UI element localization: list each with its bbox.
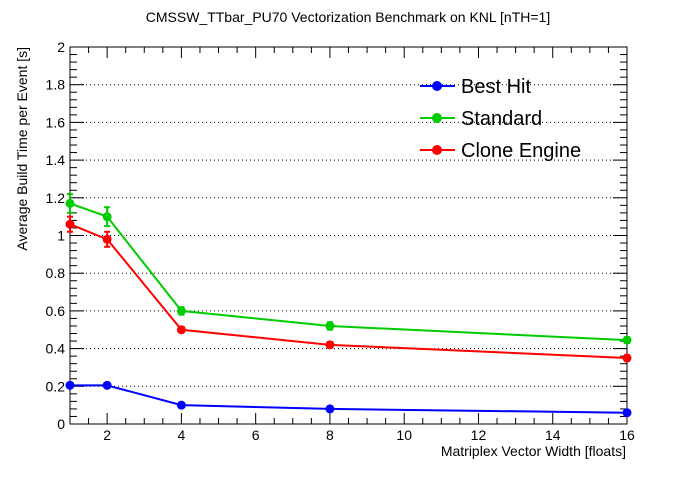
data-point-clone-engine [65, 219, 75, 229]
legend-label-standard: Standard [461, 108, 542, 130]
y-tick-label: 0.2 [46, 378, 66, 394]
x-tick-label: 8 [326, 427, 334, 443]
x-tick-label: 6 [252, 427, 260, 443]
series-clone-engine [65, 215, 632, 363]
x-tick-label: 14 [545, 427, 561, 443]
legend-marker-standard [432, 113, 442, 123]
data-point-standard [65, 198, 75, 208]
series-standard [65, 193, 632, 345]
series-line-clone-engine [69, 223, 628, 360]
legend: Best Hit Standard Clone Engine [420, 76, 581, 162]
x-tick-label: 12 [471, 427, 487, 443]
y-tick-label: 0 [57, 416, 65, 432]
data-point-clone-engine [325, 340, 335, 350]
x-axis-label: Matriplex Vector Width [floats] [441, 443, 626, 459]
x-tick-label: 4 [178, 427, 186, 443]
legend-item-clone-engine: Clone Engine [420, 140, 581, 162]
y-tick-label: 0.4 [46, 341, 66, 357]
data-point-standard [325, 321, 335, 331]
plot-frame [69, 46, 628, 425]
series-line-standard [69, 202, 628, 342]
grid-lines [70, 84, 627, 387]
data-point-best-hit [176, 400, 186, 410]
legend-label-best-hit: Best Hit [461, 76, 531, 98]
data-point-clone-engine [102, 234, 112, 244]
data-point-standard [176, 306, 186, 316]
data-point-standard [102, 212, 112, 222]
x-tick-label: 2 [103, 427, 111, 443]
data-point-clone-engine [622, 353, 632, 363]
legend-label-clone-engine: Clone Engine [461, 140, 581, 162]
x-tick-label: 10 [396, 427, 412, 443]
data-point-best-hit [65, 380, 75, 390]
legend-marker-best-hit [432, 81, 442, 91]
legend-marker-clone-engine [432, 145, 442, 155]
y-tick-label: 1.8 [46, 77, 66, 93]
chart-title: CMSSW_TTbar_PU70 Vectorization Benchmark… [146, 9, 550, 25]
data-point-best-hit [622, 408, 632, 418]
data-point-clone-engine [176, 325, 186, 335]
y-tick-label: 1.4 [46, 152, 66, 168]
series-layer [65, 193, 632, 418]
data-point-best-hit [325, 404, 335, 414]
y-tick-label: 2 [57, 39, 65, 55]
y-tick-label: 1.6 [46, 114, 66, 130]
y-tick-label: 1.2 [46, 190, 66, 206]
x-tick-label: 16 [619, 427, 635, 443]
axes: 0 0.2 0.4 0.6 0.8 1 1.2 1.4 1.6 1.8 2 2 4 6 8 10 12 14 16 [46, 39, 635, 443]
y-tick-label: 1 [57, 228, 65, 244]
y-tick-label: 0.6 [46, 303, 66, 319]
y-tick-label: 0.8 [46, 265, 66, 281]
y-axis-label: Average Build Time per Event [s] [14, 47, 30, 251]
data-point-standard [622, 335, 632, 345]
legend-item-standard: Standard [420, 108, 542, 130]
series-line-best-hit [70, 384, 628, 414]
series-best-hit [65, 380, 632, 418]
legend-item-best-hit: Best Hit [420, 76, 531, 98]
data-point-best-hit [102, 380, 112, 390]
